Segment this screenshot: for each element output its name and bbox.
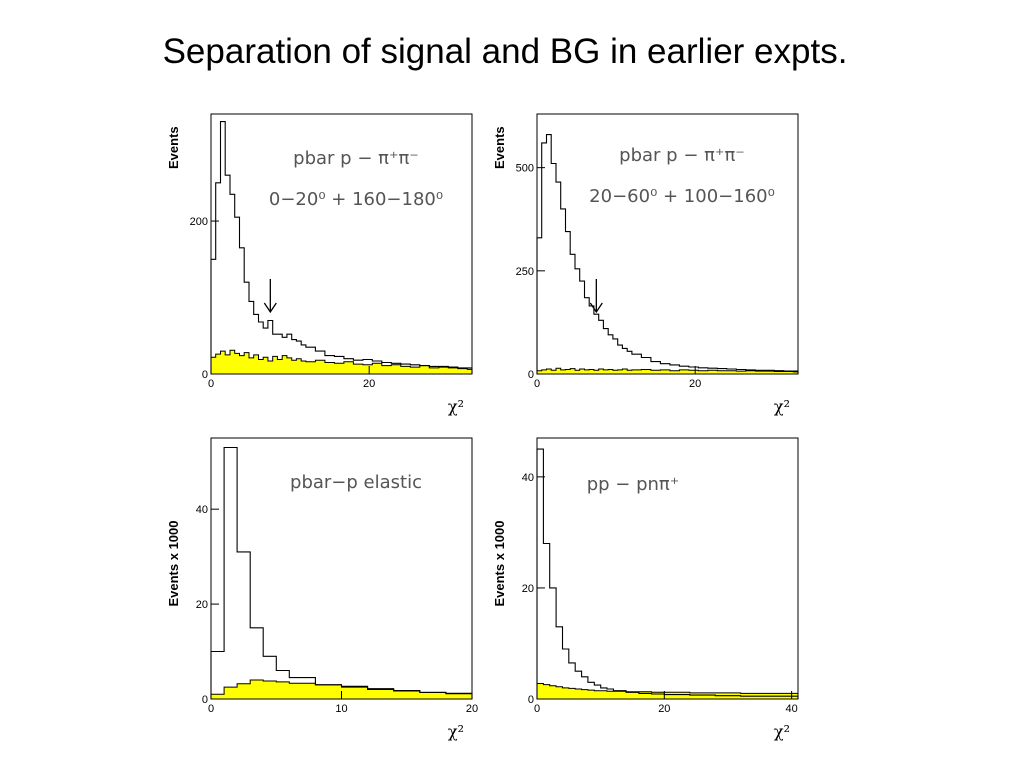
signal-histogram xyxy=(210,446,473,699)
background-histogram xyxy=(536,367,799,375)
slide-title: Separation of signal and BG in earlier e… xyxy=(162,32,848,71)
cut-arrow-head xyxy=(589,302,603,314)
x-tick-label: 10 xyxy=(335,703,347,715)
annotation-text: 20−60⁰ + 100−160⁰ xyxy=(589,186,775,207)
plot-frame xyxy=(536,113,799,375)
x-axis-title: χ² xyxy=(448,397,464,416)
x-axis-title: χ² xyxy=(448,722,464,741)
y-tick-label: 0 xyxy=(202,694,208,706)
panel-3: 0 10 20 0 20 40 Events x 1000 χ² pbar−p elastic xyxy=(166,437,478,741)
plot-frame xyxy=(536,437,799,700)
x-tick-label: 0 xyxy=(534,378,540,390)
cut-arrow-head xyxy=(263,302,277,314)
x-tick-label: 20 xyxy=(363,378,375,390)
y-tick-label: 500 xyxy=(516,163,534,175)
y-axis-title: Events x 1000 xyxy=(492,520,507,606)
x-tick-label: 40 xyxy=(786,703,798,715)
y-axis-title: Events xyxy=(166,126,181,169)
background-histogram xyxy=(210,349,473,375)
panel-2: 0 20 0 250 500 Events χ² pbar p − π⁺π⁻ 20−60⁰ + … xyxy=(492,113,799,416)
x-tick-label: 20 xyxy=(689,378,701,390)
y-tick-label: 20 xyxy=(196,599,208,611)
x-tick-label: 0 xyxy=(208,378,214,390)
y-tick-label: 40 xyxy=(196,504,208,516)
y-axis-title: Events x 1000 xyxy=(166,520,181,606)
signal-histogram xyxy=(536,134,799,374)
signal-histogram xyxy=(210,121,473,374)
y-tick-label: 0 xyxy=(202,369,208,381)
x-tick-label: 0 xyxy=(208,703,214,715)
y-tick-label: 40 xyxy=(522,472,534,484)
annotation-text: 0−20⁰ + 160−180⁰ xyxy=(269,189,443,210)
annotation-text: pbar p − π⁺π⁻ xyxy=(619,145,745,166)
x-tick-label: 0 xyxy=(534,703,540,715)
panel-4: 0 20 40 0 20 40 Events x 1000 χ² pp − pnπ⁺ xyxy=(492,437,799,741)
signal-histogram xyxy=(536,448,799,699)
annotation-text: pbar−p elastic xyxy=(290,472,422,493)
y-tick-label: 250 xyxy=(516,266,534,278)
y-tick-label: 0 xyxy=(528,369,534,381)
x-tick-label: 20 xyxy=(466,703,478,715)
y-axis-title: Events xyxy=(492,126,507,169)
annotation-text: pbar p − π⁺π⁻ xyxy=(293,148,419,169)
y-tick-label: 0 xyxy=(528,694,534,706)
background-histogram xyxy=(536,683,799,700)
y-tick-label: 20 xyxy=(522,583,534,595)
y-tick-label: 200 xyxy=(190,216,208,228)
x-axis-title: χ² xyxy=(774,397,790,416)
plot-frame xyxy=(210,113,473,375)
x-axis-title: χ² xyxy=(774,722,790,741)
annotation-text: pp − pnπ⁺ xyxy=(587,474,680,495)
x-tick-label: 20 xyxy=(658,703,670,715)
